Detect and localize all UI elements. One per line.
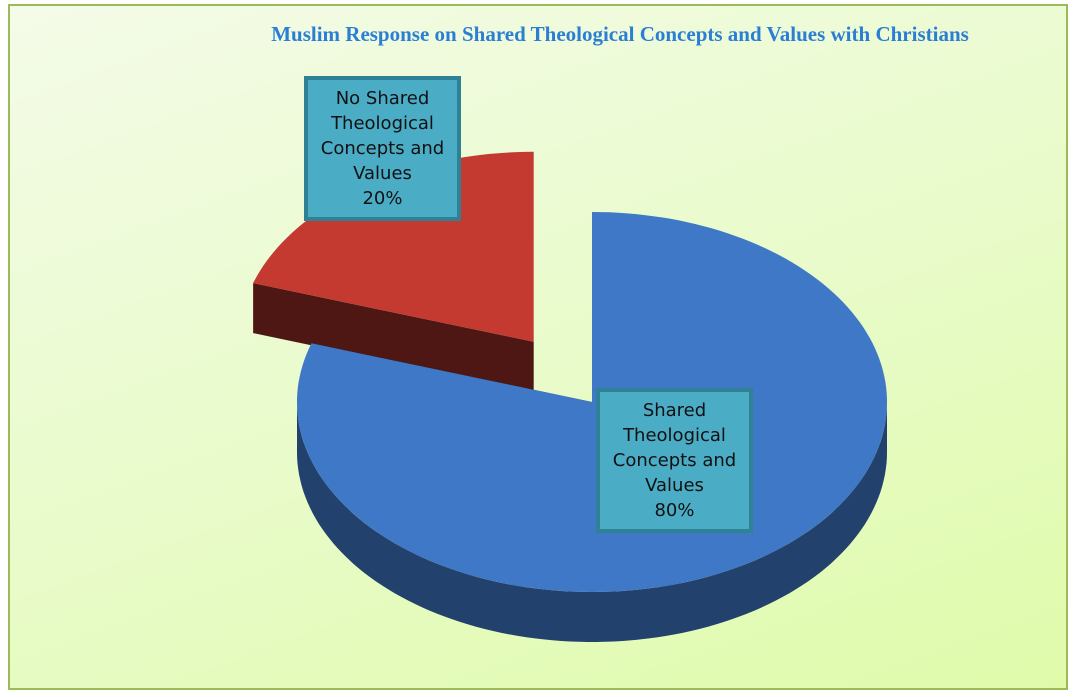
- category-name: Shared Theological Concepts and Values: [612, 400, 737, 496]
- slice-side-wall: [253, 283, 534, 392]
- slice-outer-wall: [297, 402, 887, 642]
- value-label: 80%: [654, 500, 695, 521]
- chart-title: Muslim Response on Shared Theological Co…: [271, 22, 969, 46]
- pie-slice: [253, 151, 534, 392]
- chart-frame: Muslim Response on Shared Theological Co…: [8, 4, 1068, 690]
- slice-top: [253, 151, 534, 342]
- category-name: No Shared Theological Concepts and Value…: [320, 88, 445, 184]
- value-label: 20%: [362, 188, 403, 209]
- slice-label: Shared Theological Concepts and Values 80…: [596, 388, 753, 533]
- slice-label: No Shared Theological Concepts and Value…: [304, 76, 461, 221]
- chart: [253, 151, 887, 642]
